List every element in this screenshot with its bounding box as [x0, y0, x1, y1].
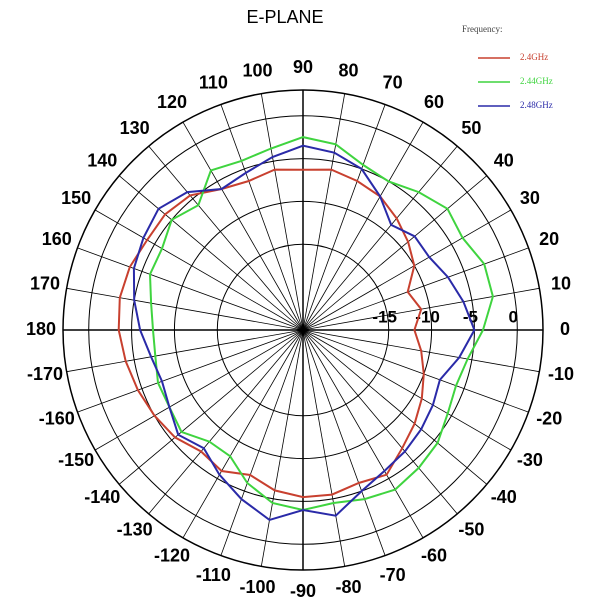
- series-line: [132, 144, 476, 522]
- spoke: [182, 329, 304, 539]
- theta-tick-label: 90: [293, 57, 313, 77]
- theta-tick-label: -110: [196, 565, 231, 585]
- r-tick-label: -15: [372, 307, 397, 326]
- spoke: [302, 209, 512, 331]
- spoke: [118, 329, 304, 485]
- spoke: [302, 329, 512, 451]
- theta-tick-label: -30: [517, 450, 543, 470]
- legend-label: 2.48GHz: [520, 100, 553, 110]
- spoke: [302, 329, 346, 567]
- theta-tick-label: 180: [26, 319, 56, 339]
- theta-tick-label: 160: [42, 229, 72, 249]
- spoke: [302, 104, 386, 331]
- theta-tick-label: -130: [117, 519, 153, 539]
- theta-tick-label: -80: [335, 577, 361, 597]
- theta-tick-label: 30: [520, 188, 540, 208]
- theta-tick-label: 20: [539, 229, 559, 249]
- theta-tick-label: 100: [242, 61, 272, 81]
- spoke: [302, 175, 488, 331]
- spoke: [77, 329, 304, 413]
- legend-label: 2.4GHz: [520, 52, 548, 62]
- spoke: [302, 329, 458, 515]
- spoke: [94, 209, 304, 331]
- theta-tick-label: -120: [154, 546, 190, 566]
- theta-tick-label: -40: [491, 487, 517, 507]
- spoke: [66, 287, 304, 331]
- theta-tick-label: 70: [383, 73, 403, 93]
- theta-tick-label: -140: [84, 487, 120, 507]
- spoke: [148, 145, 304, 331]
- theta-tick-label: 10: [551, 273, 571, 293]
- series-line: [117, 168, 425, 499]
- spoke: [148, 329, 304, 515]
- series-line: [148, 136, 494, 512]
- theta-tick-label: 170: [30, 273, 60, 293]
- theta-tick-label: 0: [560, 319, 570, 339]
- theta-tick-label: -170: [27, 364, 63, 384]
- r-tick-label: 0: [509, 307, 518, 326]
- theta-tick-label: -60: [421, 546, 447, 566]
- spoke: [302, 93, 346, 331]
- theta-tick-label: 80: [338, 61, 358, 81]
- theta-tick-label: -100: [239, 577, 275, 597]
- spoke: [260, 93, 304, 331]
- theta-tick-label: 150: [61, 188, 91, 208]
- spoke: [260, 329, 304, 567]
- spoke: [118, 175, 304, 331]
- spoke: [302, 329, 488, 485]
- theta-tick-label: 120: [157, 92, 187, 112]
- theta-tick-label: 140: [87, 150, 117, 170]
- spoke: [302, 329, 529, 413]
- spoke: [302, 329, 424, 539]
- r-tick-label: -10: [415, 307, 440, 326]
- theta-tick-label: -70: [380, 565, 406, 585]
- theta-tick-label: -50: [458, 519, 484, 539]
- spoke: [302, 247, 529, 331]
- theta-tick-label: -160: [39, 408, 75, 428]
- spoke: [302, 329, 386, 556]
- spoke: [302, 121, 424, 331]
- r-tick-label: -5: [463, 307, 478, 326]
- spoke: [182, 121, 304, 331]
- theta-tick-label: 50: [461, 118, 481, 138]
- spoke: [302, 145, 458, 331]
- legend-label: 2.44GHz: [520, 76, 553, 86]
- theta-tick-label: 130: [120, 118, 150, 138]
- theta-tick-label: -150: [58, 450, 94, 470]
- theta-tick-label: 40: [494, 150, 514, 170]
- theta-tick-label: -90: [290, 581, 316, 600]
- spoke: [220, 329, 304, 556]
- theta-tick-label: 60: [424, 92, 444, 112]
- spoke: [94, 329, 304, 451]
- chart-title: E-PLANE: [246, 7, 323, 27]
- spoke: [66, 329, 304, 373]
- theta-tick-label: -20: [536, 408, 562, 428]
- theta-tick-label: 110: [199, 73, 228, 93]
- legend-title: Frequency:: [462, 24, 503, 34]
- spoke: [77, 247, 304, 331]
- theta-tick-label: -10: [548, 364, 574, 384]
- spoke: [220, 104, 304, 331]
